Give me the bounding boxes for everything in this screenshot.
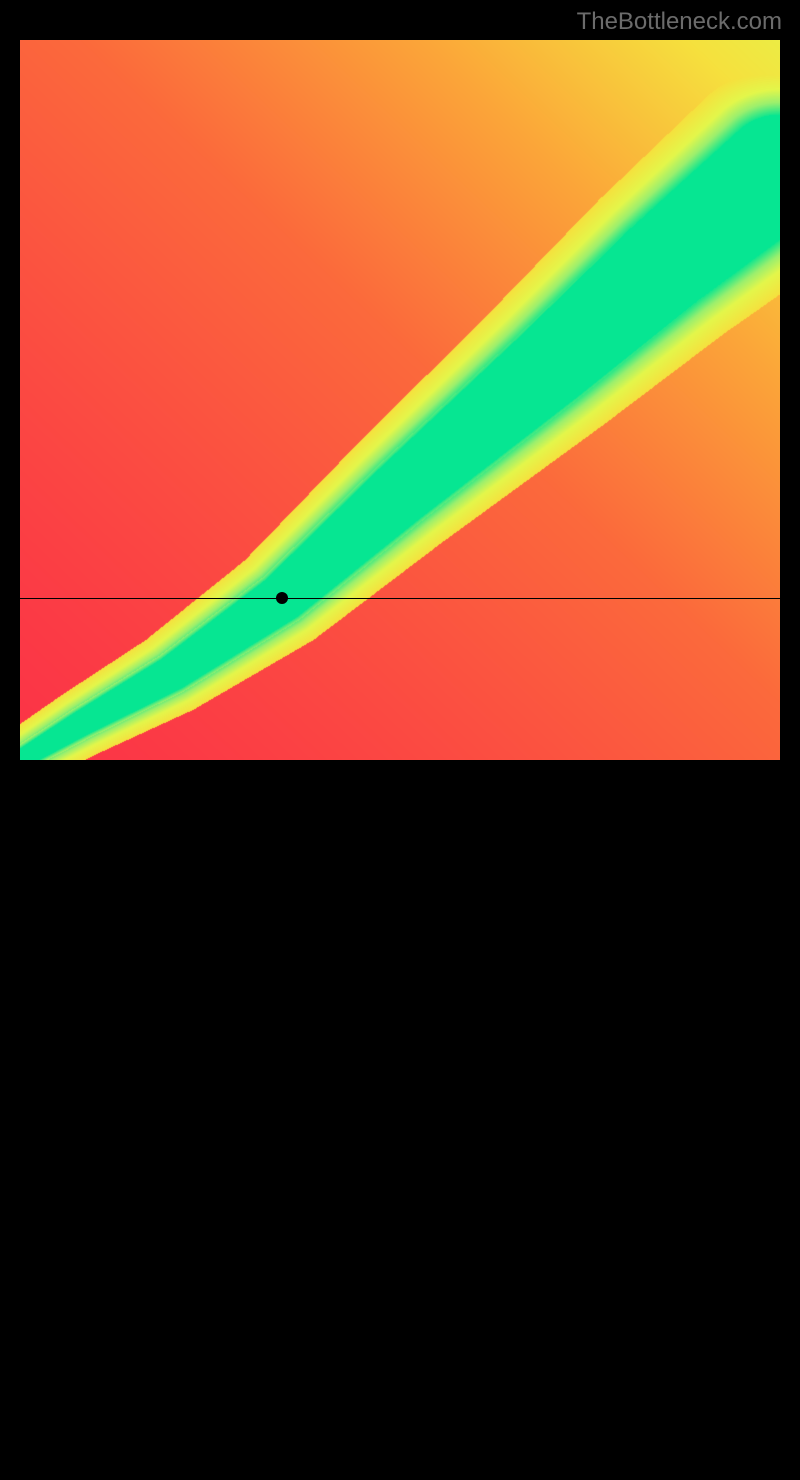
heatmap-plot: [20, 40, 780, 760]
watermark-text: TheBottleneck.com: [577, 8, 782, 36]
heatmap-canvas: [20, 40, 780, 760]
crosshair-marker: [276, 592, 288, 604]
crosshair-vertical: [282, 760, 283, 1480]
crosshair-horizontal: [20, 598, 780, 599]
